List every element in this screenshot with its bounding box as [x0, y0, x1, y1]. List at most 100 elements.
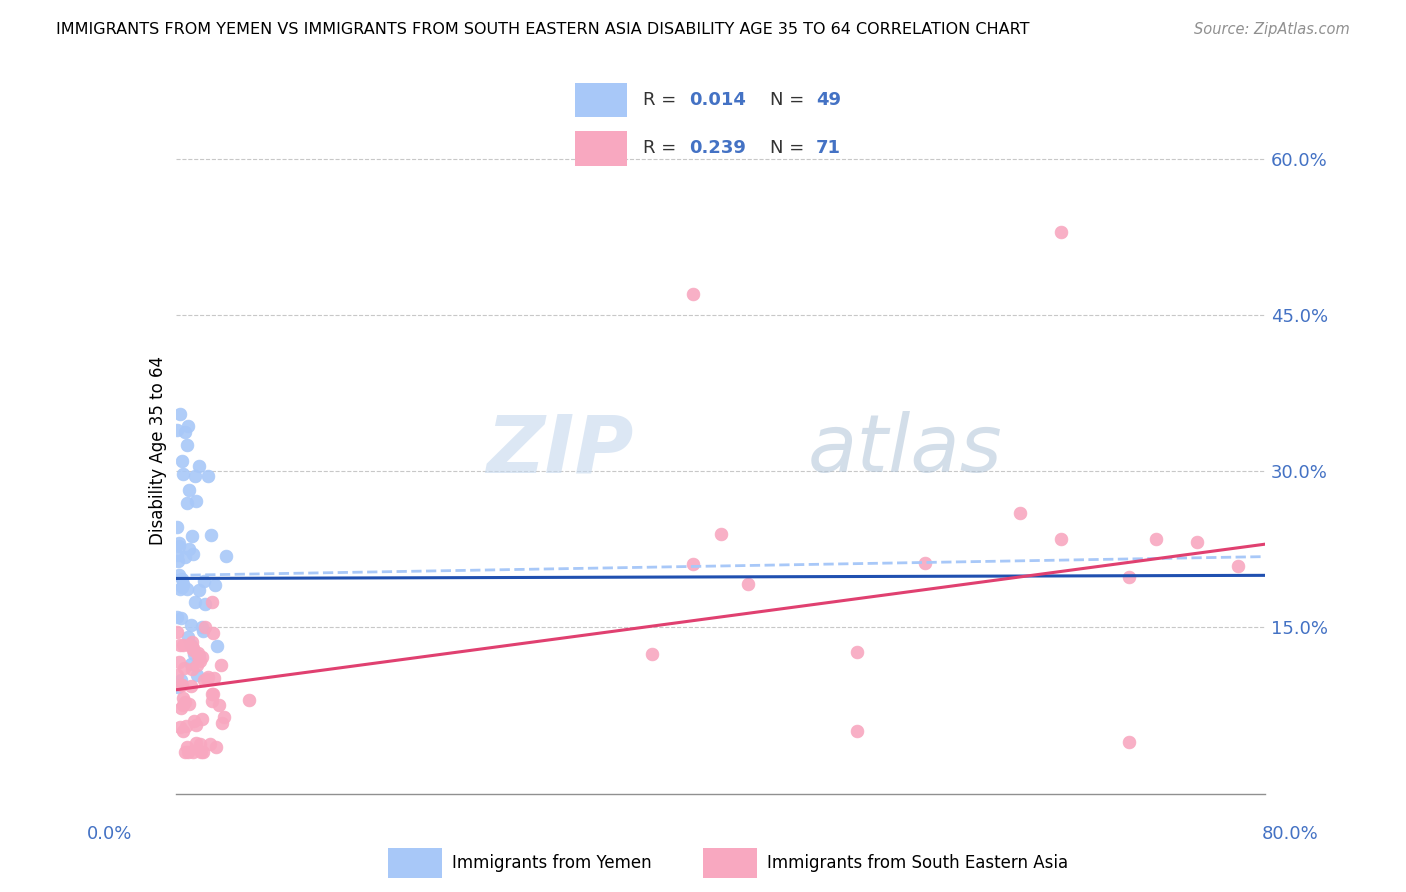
Point	[187, 458, 209, 473]
Point	[186, 668, 208, 682]
Bar	[703, 848, 758, 878]
Bar	[388, 848, 441, 878]
Point	[174, 550, 197, 565]
Text: R =: R =	[643, 91, 682, 109]
Point	[201, 688, 224, 702]
Point	[197, 468, 219, 483]
Point	[1050, 225, 1073, 239]
Text: atlas: atlas	[807, 411, 1002, 490]
Text: N =: N =	[769, 91, 810, 109]
Point	[177, 483, 200, 498]
Point	[166, 520, 188, 534]
Point	[190, 649, 212, 664]
Point	[183, 594, 205, 608]
Point	[191, 620, 214, 634]
Point	[174, 718, 197, 732]
Point	[202, 626, 225, 640]
Point	[166, 668, 188, 682]
Point	[166, 680, 188, 694]
Point	[170, 677, 193, 691]
Point	[209, 657, 232, 672]
Point	[167, 554, 190, 568]
Point	[200, 528, 222, 542]
Point	[1010, 507, 1032, 521]
Point	[184, 469, 207, 483]
Point	[169, 535, 191, 549]
Point	[180, 618, 202, 632]
Point	[180, 529, 202, 543]
Point	[641, 647, 664, 661]
Point	[202, 671, 225, 685]
Point	[187, 648, 209, 663]
Text: 0.239: 0.239	[689, 139, 747, 157]
Point	[193, 673, 215, 688]
Point	[194, 597, 217, 611]
Point	[172, 690, 194, 705]
Point	[169, 582, 191, 596]
Bar	[575, 83, 627, 118]
Point	[193, 574, 215, 588]
Point	[682, 287, 704, 301]
Point	[172, 576, 194, 591]
Text: 0.014: 0.014	[689, 91, 747, 109]
Point	[198, 737, 221, 751]
Point	[186, 658, 208, 673]
Point	[172, 723, 194, 738]
Point	[211, 715, 233, 730]
Point	[181, 745, 204, 759]
Point	[174, 425, 197, 440]
Point	[201, 694, 224, 708]
Point	[167, 655, 190, 669]
Bar	[575, 131, 627, 166]
Point	[207, 698, 229, 712]
Point	[204, 578, 226, 592]
Point	[238, 693, 260, 707]
Point	[176, 582, 198, 596]
Point	[188, 654, 211, 668]
Point	[176, 630, 198, 644]
Point	[710, 526, 733, 541]
Point	[169, 407, 191, 421]
Point	[181, 641, 204, 656]
Point	[184, 718, 207, 732]
Point	[177, 418, 200, 433]
Point	[170, 673, 193, 687]
Point	[180, 638, 202, 652]
Point	[183, 714, 205, 729]
Point	[1144, 532, 1167, 546]
Point	[169, 539, 191, 553]
Point	[184, 736, 207, 750]
Point	[166, 625, 188, 640]
Point	[212, 710, 235, 724]
Point	[188, 737, 211, 751]
Point	[183, 643, 205, 657]
Point	[183, 648, 205, 662]
Point	[172, 639, 194, 653]
Text: 0.0%: 0.0%	[87, 825, 132, 843]
Point	[176, 739, 198, 754]
Point	[187, 582, 209, 597]
Text: Immigrants from South Eastern Asia: Immigrants from South Eastern Asia	[766, 854, 1069, 872]
Point	[682, 557, 704, 571]
Point	[167, 567, 190, 582]
Point	[172, 467, 194, 482]
Point	[1187, 534, 1209, 549]
Point	[845, 724, 868, 739]
Point	[188, 648, 211, 663]
Point	[191, 624, 214, 639]
Point	[845, 644, 868, 658]
Point	[215, 549, 238, 563]
Point	[179, 638, 201, 652]
Point	[201, 687, 224, 701]
Text: Source: ZipAtlas.com: Source: ZipAtlas.com	[1194, 22, 1350, 37]
Point	[177, 541, 200, 556]
Text: 71: 71	[815, 139, 841, 157]
Point	[1050, 532, 1073, 546]
Point	[190, 745, 212, 759]
Text: IMMIGRANTS FROM YEMEN VS IMMIGRANTS FROM SOUTH EASTERN ASIA DISABILITY AGE 35 TO: IMMIGRANTS FROM YEMEN VS IMMIGRANTS FROM…	[56, 22, 1029, 37]
Point	[180, 635, 202, 649]
Point	[187, 646, 209, 660]
Point	[194, 619, 217, 633]
Point	[205, 639, 228, 653]
Point	[172, 678, 194, 692]
